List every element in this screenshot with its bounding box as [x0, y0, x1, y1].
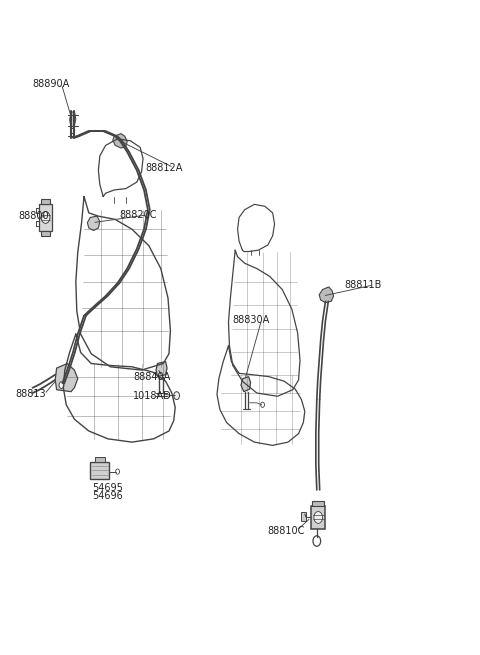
Text: 88840A: 88840A: [133, 371, 171, 382]
Polygon shape: [113, 134, 127, 148]
Polygon shape: [95, 457, 105, 462]
Text: 88820C: 88820C: [119, 210, 156, 220]
Polygon shape: [87, 216, 100, 231]
Text: 88813: 88813: [15, 389, 46, 400]
Polygon shape: [70, 111, 76, 127]
Polygon shape: [311, 506, 325, 529]
Polygon shape: [90, 462, 109, 479]
Circle shape: [71, 128, 75, 134]
Polygon shape: [319, 287, 334, 303]
Polygon shape: [156, 362, 167, 377]
Text: 88812A: 88812A: [145, 162, 182, 173]
Text: 1018AD: 1018AD: [133, 391, 172, 402]
Text: 88811B: 88811B: [345, 280, 382, 290]
Polygon shape: [41, 231, 50, 236]
Polygon shape: [312, 501, 324, 506]
Circle shape: [261, 402, 264, 407]
Polygon shape: [241, 377, 251, 392]
Circle shape: [41, 212, 50, 223]
Text: 88830A: 88830A: [233, 314, 270, 325]
Polygon shape: [39, 204, 52, 231]
Polygon shape: [301, 512, 306, 521]
Text: 54695: 54695: [92, 483, 123, 493]
Polygon shape: [55, 364, 78, 392]
Circle shape: [313, 536, 321, 546]
Text: 88890A: 88890A: [33, 79, 70, 89]
Polygon shape: [41, 199, 50, 204]
Circle shape: [314, 512, 323, 523]
Text: 88800: 88800: [18, 211, 49, 221]
Circle shape: [116, 469, 120, 474]
Circle shape: [174, 392, 180, 400]
Text: 54696: 54696: [92, 491, 123, 501]
Circle shape: [59, 382, 64, 388]
Text: 88810C: 88810C: [268, 525, 305, 536]
